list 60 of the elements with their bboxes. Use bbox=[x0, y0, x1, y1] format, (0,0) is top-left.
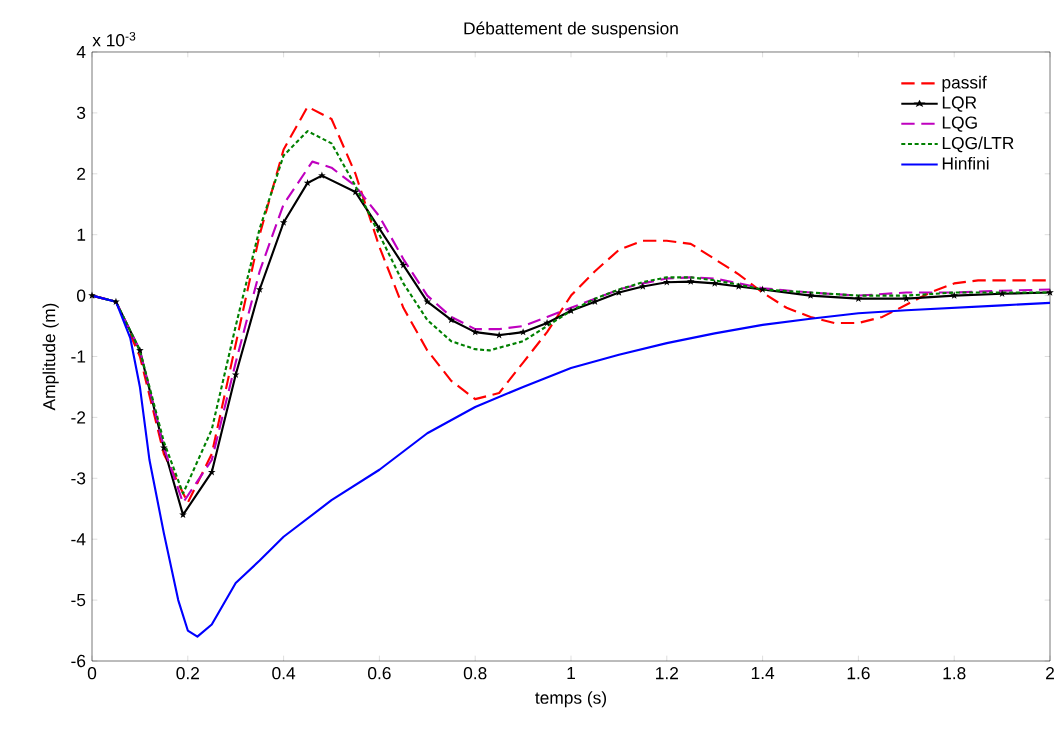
chart-title: Débattement de suspension bbox=[464, 21, 678, 38]
point bbox=[136, 346, 144, 354]
legend-label: passif bbox=[942, 75, 987, 93]
point bbox=[950, 291, 959, 299]
y-tick-label: 3 bbox=[76, 106, 86, 120]
point bbox=[112, 297, 120, 305]
point bbox=[255, 285, 264, 293]
y-tick-label: 0 bbox=[76, 289, 86, 302]
y-tick-label: -4 bbox=[71, 533, 86, 546]
legend-label: Hinfini bbox=[942, 156, 989, 170]
point bbox=[423, 297, 432, 305]
legend-label: LQG/LTR bbox=[942, 136, 1014, 153]
point bbox=[806, 291, 815, 299]
point bbox=[207, 468, 216, 476]
x-axis-title: temps (s) bbox=[535, 691, 607, 708]
x-tick-label: 1.2 bbox=[656, 667, 678, 680]
x-tick-label: 1 bbox=[567, 667, 575, 679]
y-axis-title: Amplitude (m) bbox=[42, 303, 59, 411]
x-tick-label: 0.4 bbox=[272, 667, 296, 680]
point bbox=[567, 306, 575, 315]
point bbox=[318, 171, 326, 179]
x-tick-label: 1.8 bbox=[943, 667, 966, 680]
point bbox=[231, 370, 240, 378]
point bbox=[663, 278, 671, 286]
point bbox=[519, 328, 527, 336]
point bbox=[639, 282, 647, 290]
y-tick-label: 1 bbox=[77, 228, 86, 241]
legend-label: LQR bbox=[942, 96, 977, 112]
point bbox=[758, 285, 767, 293]
x-tick-label: 0.8 bbox=[463, 667, 487, 680]
point bbox=[854, 294, 863, 302]
y-tick-label: -6 bbox=[71, 654, 86, 668]
point bbox=[279, 218, 288, 226]
x-tick-label: 2 bbox=[1046, 667, 1054, 680]
point bbox=[734, 282, 743, 290]
point bbox=[375, 224, 384, 232]
point bbox=[471, 328, 480, 336]
y-tick-label: -3 bbox=[71, 472, 86, 485]
y-tick-label: -5 bbox=[71, 594, 86, 607]
x-tick-label: 1.6 bbox=[847, 667, 870, 680]
x-tick-label: 1.4 bbox=[751, 667, 775, 679]
x-tick-label: 0.6 bbox=[368, 667, 391, 680]
x-tick-label: 0.2 bbox=[176, 667, 199, 680]
point bbox=[998, 289, 1006, 297]
x-tick-label: 0 bbox=[87, 667, 97, 680]
y-tick-label: -2 bbox=[71, 411, 86, 424]
point bbox=[686, 277, 695, 285]
point bbox=[88, 291, 96, 299]
text: x 10$^{-3}$ bbox=[92, 31, 136, 47]
point bbox=[591, 297, 599, 305]
y-tick-label: 2 bbox=[77, 167, 86, 180]
y-tick-label: -1 bbox=[71, 350, 86, 363]
point bbox=[1046, 288, 1054, 296]
point bbox=[495, 331, 503, 339]
point bbox=[902, 294, 911, 302]
point bbox=[179, 510, 187, 519]
y-tick-label: 4 bbox=[76, 46, 86, 58]
point bbox=[543, 319, 551, 327]
legend-label: LQG bbox=[942, 116, 977, 132]
point bbox=[615, 288, 623, 296]
